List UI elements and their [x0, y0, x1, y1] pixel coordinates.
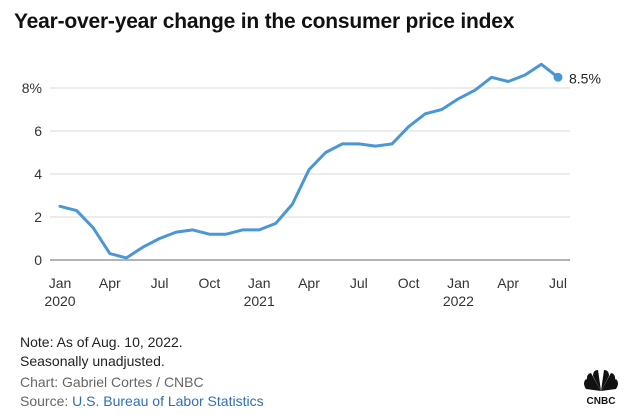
source-prefix: Source:: [20, 393, 73, 409]
source-link[interactable]: U.S. Bureau of Labor Statistics: [72, 393, 264, 409]
gridlines: [50, 87, 570, 261]
y-tick-label: 0: [34, 252, 42, 268]
x-tick-label: Jul: [151, 275, 169, 291]
y-tick-label: 6: [34, 123, 42, 139]
latest-value-marker: [553, 72, 563, 82]
chart-title: Year-over-year change in the consumer pr…: [14, 10, 515, 33]
note-seasonal: Seasonally unadjusted.: [20, 353, 165, 369]
note-date: Note: As of Aug. 10, 2022.: [20, 334, 183, 350]
x-tick-label: Oct: [398, 275, 420, 291]
x-tick-label: Oct: [199, 275, 221, 291]
y-tick-label: 2: [34, 209, 42, 225]
x-tick-label: Jan: [248, 275, 271, 291]
x-tick-year-label: 2021: [244, 293, 275, 309]
x-tick-label: Apr: [497, 275, 519, 291]
x-tick-year-label: 2020: [44, 293, 75, 309]
chart-credit: Chart: Gabriel Cortes / CNBC: [20, 374, 204, 390]
x-tick-label: Apr: [298, 275, 320, 291]
x-tick-label: Apr: [99, 275, 121, 291]
latest-value-label: 8.5%: [569, 70, 601, 86]
peacock-feathers-icon: [584, 370, 618, 391]
y-tick-label: 8%: [22, 80, 42, 96]
chart-source: Source: U.S. Bureau of Labor Statistics: [20, 392, 264, 411]
x-tick-label: Jul: [350, 275, 368, 291]
x-tick-year-label: 2022: [443, 293, 474, 309]
chart-credits: Chart: Gabriel Cortes / CNBC Source: U.S…: [20, 373, 264, 411]
x-tick-label: Jan: [447, 275, 470, 291]
x-axis-ticks: Jan 2020 Apr Jul Oct Jan 2021 Apr Jul Oct Jan 2022 A…: [44, 275, 567, 309]
y-tick-label: 4: [34, 166, 42, 182]
y-axis-ticks: 0 2 4 6 8%: [22, 80, 42, 268]
cnbc-peacock-logo: CNBC: [584, 370, 618, 407]
cpi-series-line: [58, 62, 560, 260]
logo-text: CNBC: [587, 396, 616, 407]
x-tick-label: Jul: [549, 275, 567, 291]
x-tick-label: Jan: [49, 275, 72, 291]
chart-notes: Note: As of Aug. 10, 2022. Seasonally un…: [20, 333, 183, 371]
